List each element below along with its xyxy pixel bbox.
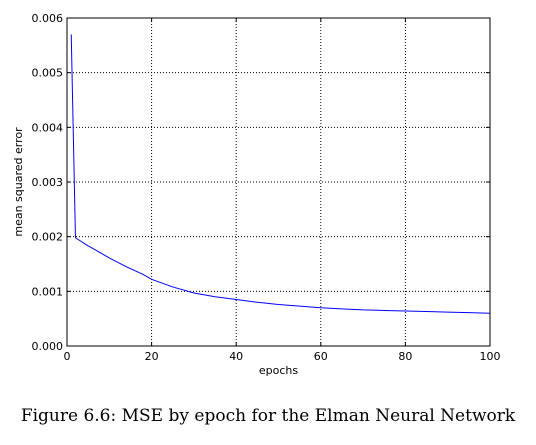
- y-tick-label: 0.003: [32, 176, 64, 189]
- x-tick-label: 80: [398, 350, 412, 363]
- figure-caption: Figure 6.6: MSE by epoch for the Elman N…: [20, 406, 516, 426]
- x-tick-label: 100: [480, 350, 501, 363]
- x-tick-label: 0: [64, 350, 71, 363]
- x-tick-label: 20: [145, 350, 159, 363]
- mse-series-line: [70, 34, 491, 314]
- y-tick-label: 0.000: [32, 340, 64, 353]
- y-tick-label: 0.005: [32, 67, 64, 80]
- y-tick-label: 0.002: [32, 231, 64, 244]
- y-tick-label: 0.006: [32, 12, 64, 25]
- grid-layer: [67, 18, 490, 346]
- mse-line-chart: 0 20 40 60 80 100 0.000 0.001 0.002 0.003 0.004 0.0…: [12, 12, 501, 377]
- y-axis-label: mean squared error: [12, 127, 25, 237]
- x-axis-label: epochs: [259, 364, 298, 377]
- tick-layer: 0 20 40 60 80 100 0.000 0.001 0.002 0.003 0.004 0.0…: [32, 12, 501, 363]
- x-tick-label: 40: [229, 350, 243, 363]
- x-tick-label: 60: [314, 350, 328, 363]
- y-tick-label: 0.001: [32, 285, 64, 298]
- y-tick-label: 0.004: [32, 121, 64, 134]
- series-layer: [70, 34, 491, 314]
